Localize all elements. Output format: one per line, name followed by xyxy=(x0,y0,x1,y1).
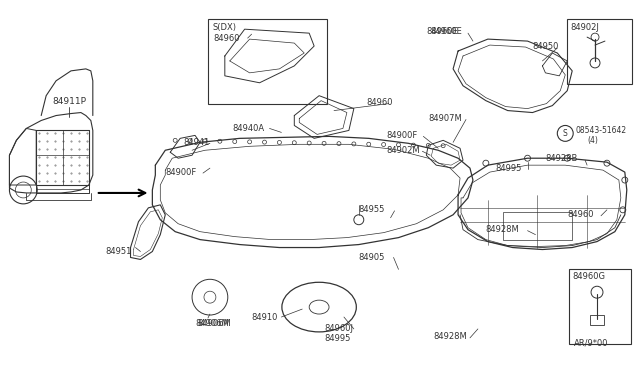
Text: 08543-51642: 08543-51642 xyxy=(575,126,627,135)
Text: 84960E: 84960E xyxy=(426,27,458,36)
Text: 84995: 84995 xyxy=(496,164,522,173)
Text: 84900F: 84900F xyxy=(165,168,196,177)
Text: 84907M: 84907M xyxy=(428,114,462,123)
Text: 84960J: 84960J xyxy=(324,324,353,333)
Text: 84911P: 84911P xyxy=(52,97,86,106)
Text: 84900F: 84900F xyxy=(387,131,418,140)
Text: S: S xyxy=(563,129,568,138)
Text: 84960G: 84960G xyxy=(572,272,605,281)
Text: 84951: 84951 xyxy=(106,247,132,256)
Text: 84906M: 84906M xyxy=(195,319,228,328)
Text: 84910: 84910 xyxy=(252,312,278,321)
Text: (4): (4) xyxy=(587,136,598,145)
Text: 84950: 84950 xyxy=(532,42,559,51)
Text: 84928M: 84928M xyxy=(486,225,520,234)
Text: 84960: 84960 xyxy=(213,34,239,43)
Bar xyxy=(503,212,572,240)
Text: 84995: 84995 xyxy=(324,334,351,343)
Text: S(DX): S(DX) xyxy=(213,23,237,32)
Text: 84955: 84955 xyxy=(359,205,385,214)
Text: 84928M: 84928M xyxy=(433,332,467,341)
Bar xyxy=(569,269,631,344)
Text: 84902J: 84902J xyxy=(570,23,599,32)
Text: 84905: 84905 xyxy=(359,253,385,262)
Text: 84928B: 84928B xyxy=(545,154,578,163)
Text: 84941: 84941 xyxy=(183,138,209,147)
Text: 84906M: 84906M xyxy=(197,319,231,328)
Bar xyxy=(590,315,604,325)
Text: AR/9*00: AR/9*00 xyxy=(574,339,609,348)
Text: 84960: 84960 xyxy=(567,210,594,219)
Text: 84940A: 84940A xyxy=(233,124,265,133)
Bar xyxy=(208,19,327,104)
Bar xyxy=(567,19,632,84)
Text: 84960: 84960 xyxy=(367,98,393,107)
Text: 84902M: 84902M xyxy=(387,146,420,155)
Text: 84960E: 84960E xyxy=(430,27,462,36)
